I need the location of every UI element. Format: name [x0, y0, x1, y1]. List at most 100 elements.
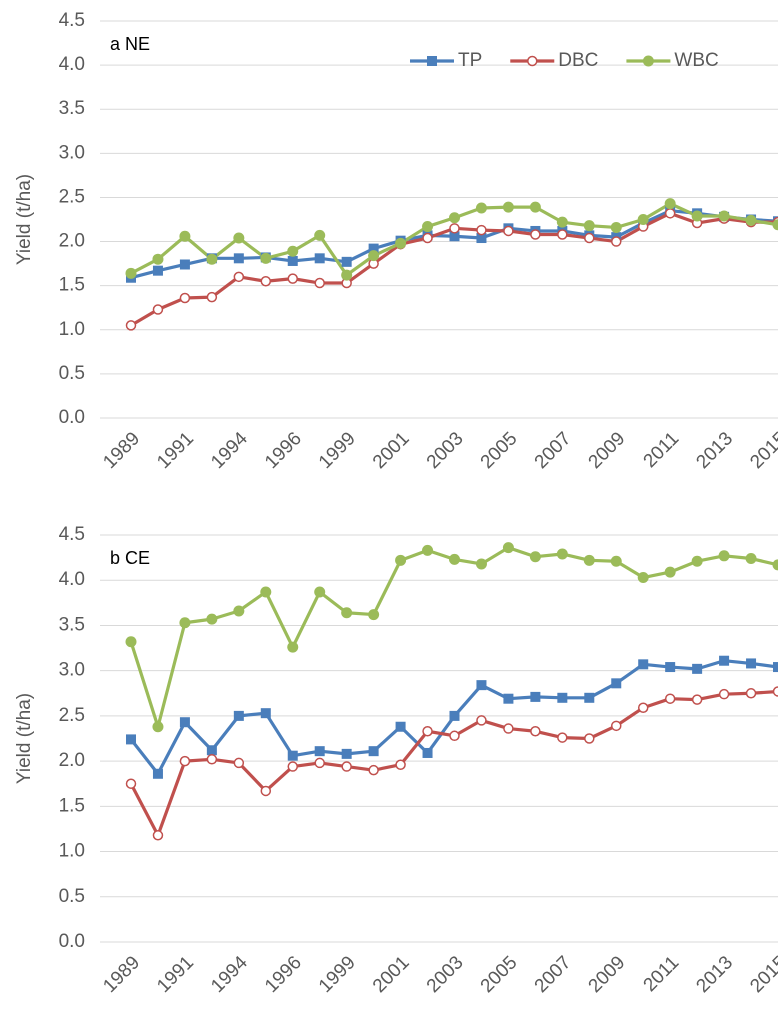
x-tick-label: 1996: [261, 952, 306, 997]
point-marker: [179, 755, 191, 767]
x-tick-label: 2001: [369, 952, 414, 997]
point-marker: [611, 236, 622, 247]
x-tick-label: 2001: [369, 428, 414, 473]
y-tick-label: 3.5: [59, 614, 85, 635]
y-tick-label: 0.5: [59, 886, 85, 907]
point-marker: [287, 750, 298, 761]
point-marker: [449, 231, 460, 242]
point-marker: [368, 609, 380, 621]
point-marker: [152, 265, 163, 276]
point-marker: [529, 201, 541, 213]
x-tick-label: 2009: [585, 952, 630, 997]
y-tick-label: 2.5: [59, 186, 85, 207]
y-tick-label: 0.0: [59, 407, 85, 428]
y-tick-label: 4.0: [59, 54, 85, 75]
point-marker: [529, 551, 541, 563]
point-marker: [179, 617, 191, 629]
point-marker: [260, 785, 272, 797]
point-marker: [719, 655, 730, 666]
y-tick-label: 4.5: [59, 10, 85, 31]
point-marker: [287, 255, 298, 266]
point-marker: [233, 757, 245, 769]
point-marker: [314, 757, 325, 769]
point-marker: [772, 686, 778, 697]
legend-marker: [527, 55, 538, 67]
point-marker: [502, 542, 514, 554]
x-tick-label: 1991: [153, 428, 198, 473]
x-tick-label: 2011: [640, 428, 684, 472]
point-marker: [152, 768, 163, 779]
y-tick-label: 1.5: [59, 795, 85, 816]
point-marker: [691, 210, 703, 222]
point-marker: [664, 208, 676, 219]
point-marker: [691, 555, 703, 567]
point-marker: [449, 223, 460, 234]
point-marker: [718, 550, 730, 562]
x-tick-label: 1994: [207, 952, 252, 997]
y-axis-title: Yield (t/ha): [14, 174, 35, 265]
point-marker: [664, 198, 676, 210]
point-marker: [530, 691, 541, 702]
point-marker: [314, 229, 326, 241]
point-marker: [664, 566, 676, 578]
point-marker: [368, 764, 379, 776]
point-marker: [179, 259, 190, 270]
point-marker: [233, 253, 244, 264]
point-marker: [287, 273, 298, 284]
point-marker: [422, 747, 433, 758]
point-marker: [152, 253, 164, 265]
point-marker: [503, 693, 514, 704]
point-marker: [395, 237, 407, 249]
y-tick-label: 3.0: [59, 142, 85, 163]
x-tick-label: 2011: [640, 952, 684, 996]
y-tick-label: 4.5: [59, 524, 85, 545]
x-tick-label: 1994: [207, 428, 252, 473]
x-tick-label: 2015: [746, 428, 778, 473]
point-marker: [772, 559, 778, 571]
point-marker: [368, 250, 380, 262]
point-marker: [125, 636, 137, 648]
x-tick-label: 2007: [531, 952, 576, 997]
point-marker: [584, 232, 595, 244]
point-marker: [126, 734, 136, 745]
point-marker: [368, 746, 379, 757]
y-tick-label: 2.0: [59, 750, 85, 771]
x-tick-label: 2015: [746, 952, 778, 997]
point-marker: [610, 555, 622, 567]
x-tick-label: 2013: [692, 428, 737, 473]
x-tick-label: 1989: [99, 428, 144, 473]
point-marker: [475, 558, 487, 570]
point-marker: [557, 692, 568, 703]
point-marker: [206, 754, 218, 765]
x-tick-label: 1996: [261, 428, 306, 473]
point-marker: [637, 214, 649, 225]
legend-label: DBC: [558, 50, 598, 71]
point-marker: [341, 761, 352, 772]
point-marker: [556, 548, 568, 560]
point-marker: [745, 214, 757, 226]
x-tick-label: 2007: [531, 428, 576, 473]
point-marker: [557, 229, 568, 240]
point-marker: [287, 641, 299, 653]
point-marker: [664, 693, 676, 704]
point-marker: [125, 320, 137, 331]
point-marker: [152, 304, 164, 315]
point-marker: [503, 723, 514, 734]
x-tick-label: 2009: [585, 428, 630, 473]
point-marker: [260, 708, 271, 719]
point-marker: [368, 243, 379, 254]
y-tick-label: 1.0: [59, 841, 85, 862]
point-marker: [637, 572, 649, 584]
point-marker: [637, 702, 649, 713]
point-marker: [260, 252, 272, 264]
x-tick-label: 1991: [153, 952, 198, 997]
point-marker: [692, 663, 703, 674]
point-marker: [179, 292, 191, 304]
point-marker: [718, 210, 730, 222]
x-tick-label: 2003: [423, 428, 468, 473]
point-marker: [502, 201, 514, 213]
point-marker: [152, 830, 164, 841]
x-tick-label: 2013: [692, 952, 737, 997]
legend-marker: [427, 56, 437, 66]
y-tick-label: 1.0: [59, 319, 85, 340]
